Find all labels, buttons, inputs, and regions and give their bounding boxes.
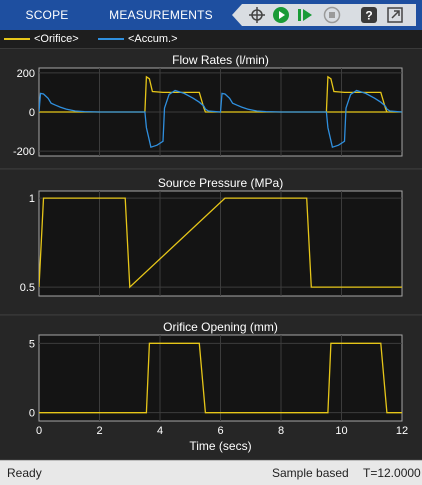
y-tick-label: 0 (29, 408, 35, 420)
x-tick-label: 0 (36, 425, 42, 437)
status-time: T=12.0000 (363, 466, 421, 480)
scope-toolbar: SCOPE MEASUREMENTS ? (0, 0, 422, 30)
x-tick-label: 6 (217, 425, 223, 437)
plot-panel-2: Orifice Opening (mm) 5 00 2 4 6 8 10 12 Time (sec… (0, 316, 422, 460)
x-tick-label: 10 (335, 425, 347, 437)
plot-panel-0: Flow Rates (l/min) 200 0 -200 (0, 49, 422, 170)
y-tick-label: 0 (29, 107, 35, 119)
plot-title: Orifice Opening (mm) (163, 320, 278, 334)
svg-text:?: ? (365, 9, 372, 23)
legend-label-accum: <Accum.> (128, 33, 178, 45)
plot-title: Source Pressure (MPa) (158, 176, 283, 190)
x-axis-label: Time (secs) (189, 439, 251, 453)
legend-entry-accum[interactable]: <Accum.> (98, 32, 178, 46)
status-ready: Ready (7, 466, 42, 480)
legend: <Orifice> <Accum.> (0, 30, 422, 49)
legend-entry-orifice[interactable]: <Orifice> (4, 32, 79, 46)
cursor-icon[interactable] (248, 6, 266, 24)
series-line-orifice (39, 342, 402, 414)
series-line-accum (39, 89, 402, 149)
tab-scope[interactable]: SCOPE (25, 8, 69, 22)
x-tick-label: 8 (278, 425, 284, 437)
plot-panel-1: Source Pressure (MPa) 1 0.5 (0, 170, 422, 316)
help-icon[interactable]: ? (360, 6, 378, 24)
x-tick-label: 2 (96, 425, 102, 437)
step-forward-icon[interactable] (296, 6, 314, 24)
plot-title: Flow Rates (l/min) (172, 53, 269, 67)
y-tick-label: 200 (17, 68, 35, 80)
status-bar: Ready Sample based T=12.0000 (0, 460, 422, 485)
x-tick-label: 12 (396, 425, 408, 437)
series-line-orifice (39, 75, 402, 113)
legend-label-orifice: <Orifice> (34, 33, 79, 45)
x-tick-label: 4 (157, 425, 163, 437)
y-tick-label: 1 (29, 193, 35, 205)
series-line-orifice (39, 197, 402, 289)
y-tick-label: -200 (13, 146, 35, 158)
undock-icon[interactable] (386, 6, 404, 24)
run-icon[interactable] (272, 6, 290, 24)
y-tick-label: 5 (29, 338, 35, 350)
tab-measurements[interactable]: MEASUREMENTS (109, 8, 213, 22)
status-mode: Sample based (272, 466, 349, 480)
y-tick-label: 0.5 (20, 282, 35, 294)
stop-icon[interactable] (323, 6, 341, 24)
legend-swatch-accum (98, 38, 124, 41)
legend-swatch-orifice (4, 38, 30, 41)
